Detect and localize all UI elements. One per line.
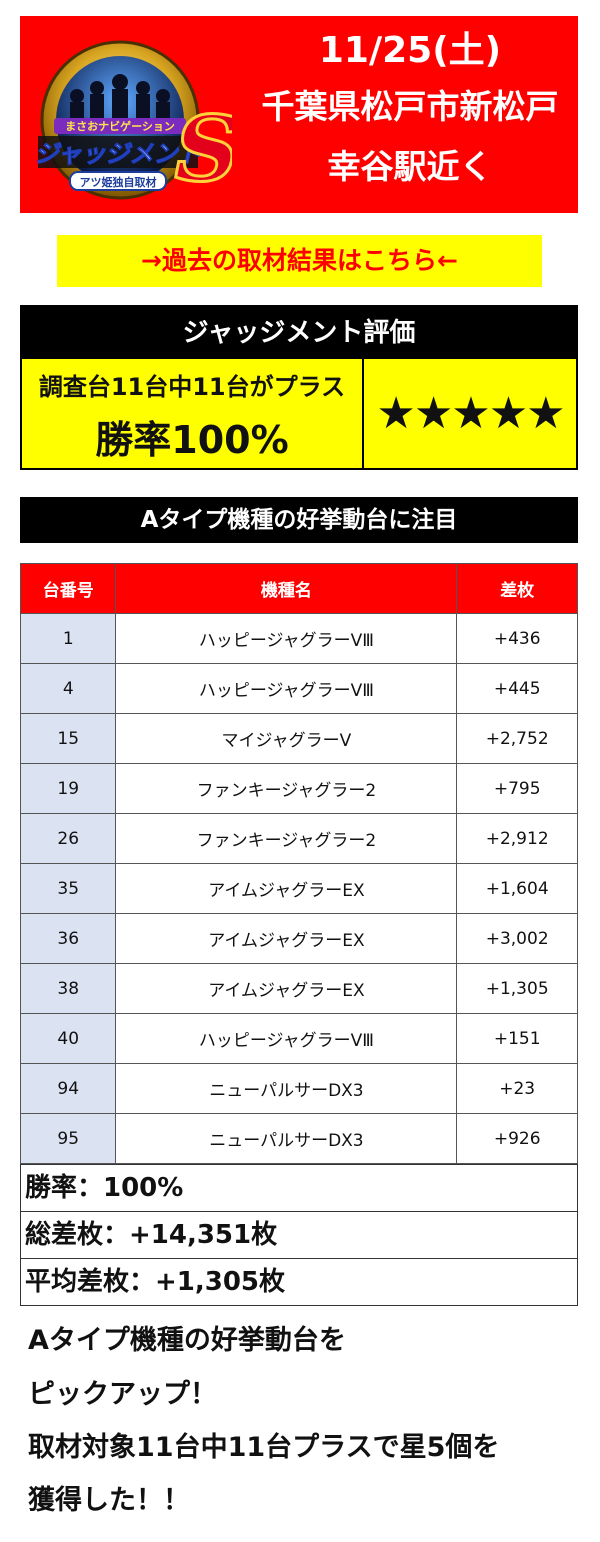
machine-number: 26 [19, 813, 117, 864]
past-results-link[interactable]: →過去の取材結果はこちら← [57, 235, 542, 287]
machine-name: アイムジャグラーEX [115, 913, 458, 964]
logo-s-letter: S [175, 96, 233, 202]
location-line-2: 幸谷駅近く [327, 147, 493, 186]
machine-number: 1 [19, 613, 117, 664]
judgment-s-logo: まさおナビゲーション ジャッジメント アツ姫独自取材 S [34, 40, 233, 203]
footer-text-line-3: 取材対象11台中11台プラスで星5個を [28, 1432, 500, 1463]
machine-name: アイムジャグラーEX [115, 963, 458, 1014]
section-title: Aタイプ機種の好挙動台に注目 [20, 497, 578, 543]
table-row: 36 アイムジャグラーEX +3,002 [19, 913, 578, 964]
header-machine-number: 台番号 [19, 563, 117, 614]
machine-number: 40 [19, 1013, 117, 1064]
evaluation-box: ジャッジメント評価 調査台11台中11台がプラス 勝率100% ★★★★★ [20, 305, 578, 470]
table-row: 4 ハッピージャグラーVⅢ +445 [19, 663, 578, 714]
machine-name: ニューパルサーDX3 [115, 1063, 458, 1114]
machine-number: 35 [19, 863, 117, 914]
table-row: 15 マイジャグラーV +2,752 [19, 713, 578, 764]
machine-number: 19 [19, 763, 117, 814]
machine-name: ハッピージャグラーVⅢ [115, 613, 458, 664]
evaluation-summary: 調査台11台中11台がプラス 勝率100% [22, 359, 364, 468]
logo-top-text: まさおナビゲーション [65, 119, 175, 133]
coin-difference: +795 [456, 763, 578, 814]
star-rating: ★★★★★ [364, 359, 576, 468]
coin-difference: +1,604 [456, 863, 578, 914]
table-row: 26 ファンキージャグラー2 +2,912 [19, 813, 578, 864]
machine-name: ファンキージャグラー2 [115, 813, 458, 864]
logo-badge-text: アツ姫独自取材 [80, 175, 157, 189]
table-row: 35 アイムジャグラーEX +1,604 [19, 863, 578, 914]
table-row: 40 ハッピージャグラーVⅢ +151 [19, 1013, 578, 1064]
coin-difference: +436 [456, 613, 578, 664]
header-machine-name: 機種名 [115, 563, 458, 614]
summary-total-difference: 総差枚：+14,351枚 [20, 1211, 578, 1259]
results-table: 台番号 機種名 差枚 1 ハッピージャグラーVⅢ +436 4 ハッピージャグラ… [19, 563, 578, 1164]
evaluation-title: ジャッジメント評価 [22, 307, 576, 359]
coin-difference: +2,752 [456, 713, 578, 764]
table-row: 38 アイムジャグラーEX +1,305 [19, 963, 578, 1014]
machine-name: マイジャグラーV [115, 713, 458, 764]
machine-number: 95 [19, 1113, 117, 1164]
coin-difference: +3,002 [456, 913, 578, 964]
header-banner: まさおナビゲーション ジャッジメント アツ姫独自取材 S 11/25(土) 千葉… [20, 16, 578, 213]
table-row: 19 ファンキージャグラー2 +795 [19, 763, 578, 814]
location-line-1: 千葉県松戸市新松戸 [261, 87, 559, 126]
table-row: 94 ニューパルサーDX3 +23 [19, 1063, 578, 1114]
machine-number: 36 [19, 913, 117, 964]
coin-difference: +151 [456, 1013, 578, 1064]
header-coin-difference: 差枚 [456, 563, 578, 614]
machine-number: 94 [19, 1063, 117, 1114]
machine-number: 15 [19, 713, 117, 764]
evaluation-win-rate: 勝率100% [95, 418, 289, 462]
footer-text-line-4: 獲得した！！ [28, 1485, 190, 1516]
footer-text-line-1: Aタイプ機種の好挙動台を [28, 1325, 346, 1356]
coin-difference: +1,305 [456, 963, 578, 1014]
coin-difference: +2,912 [456, 813, 578, 864]
machine-name: ハッピージャグラーVⅢ [115, 663, 458, 714]
coin-difference: +926 [456, 1113, 578, 1164]
table-row: 95 ニューパルサーDX3 +926 [19, 1113, 578, 1164]
logo-main-text: ジャッジメント [35, 140, 202, 168]
table-header-row: 台番号 機種名 差枚 [19, 563, 578, 614]
machine-number: 38 [19, 963, 117, 1014]
machine-name: アイムジャグラーEX [115, 863, 458, 914]
event-date: 11/25(土) [318, 30, 502, 71]
summary-win-rate: 勝率：100% [20, 1164, 578, 1212]
evaluation-condition: 調査台11台中11台がプラス [38, 373, 346, 401]
machine-name: ファンキージャグラー2 [115, 763, 458, 814]
summary-average-difference: 平均差枚：+1,305枚 [20, 1258, 578, 1306]
machine-name: ハッピージャグラーVⅢ [115, 1013, 458, 1064]
machine-name: ニューパルサーDX3 [115, 1113, 458, 1164]
coin-difference: +445 [456, 663, 578, 714]
coin-difference: +23 [456, 1063, 578, 1114]
table-row: 1 ハッピージャグラーVⅢ +436 [19, 613, 578, 664]
machine-number: 4 [19, 663, 117, 714]
footer-text-line-2: ピックアップ！ [28, 1379, 217, 1410]
